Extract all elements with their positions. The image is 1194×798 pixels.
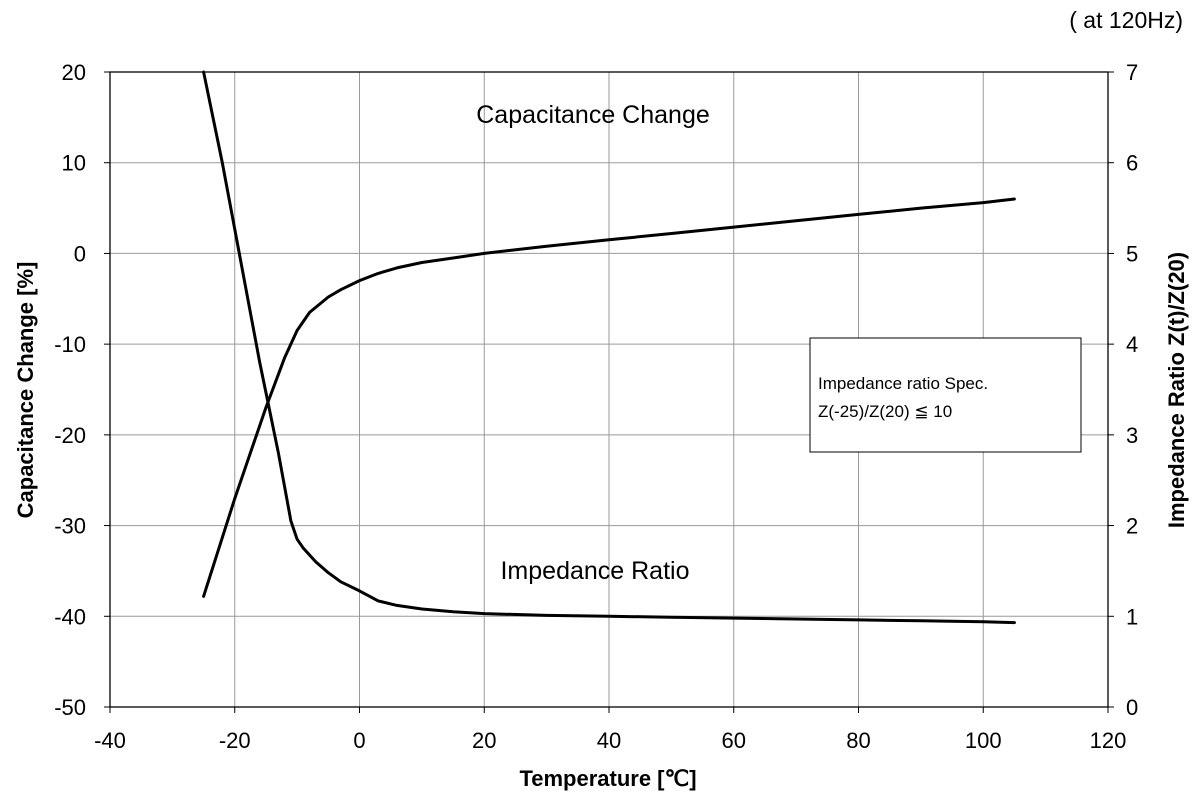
- y-left-tick-label: 0: [74, 241, 86, 266]
- y-right-tick-label: 6: [1126, 151, 1138, 176]
- y-left-tick-label: -10: [54, 332, 86, 357]
- x-tick-label: 80: [846, 728, 870, 753]
- y-right-tick-label: 1: [1126, 604, 1138, 629]
- y-left-tick-label: -20: [54, 423, 86, 448]
- y-left-tick-label: 10: [62, 151, 86, 176]
- x-tick-label: -20: [219, 728, 251, 753]
- spec-box-line-1: Impedance ratio Spec.: [818, 374, 988, 393]
- y-left-axis-title: Capacitance Change [%]: [13, 262, 38, 519]
- x-tick-label: 20: [472, 728, 496, 753]
- frequency-note: ( at 120Hz): [1069, 7, 1183, 33]
- x-tick-label: 120: [1090, 728, 1127, 753]
- x-tick-label: 100: [965, 728, 1002, 753]
- y-left-tick-label: -30: [54, 514, 86, 539]
- spec-box: Impedance ratio Spec. Z(-25)/Z(20) ≦ 10: [809, 337, 1082, 453]
- impedance-ratio-line: [202, 70, 1016, 625]
- y-left-tick-label: -40: [54, 604, 86, 629]
- y-right-tick-label: 0: [1126, 695, 1138, 720]
- x-tick-label: 40: [597, 728, 621, 753]
- capacitance-change-label: Capacitance Change: [476, 101, 710, 129]
- capacitance-change-line: [202, 197, 1016, 598]
- impedance-ratio-label: Impedance Ratio: [500, 557, 689, 585]
- x-tick-label: 0: [353, 728, 365, 753]
- spec-box-frame: [809, 337, 1082, 453]
- tick-layer: -40 -20 0 20 40 60 80 100 12020100-10-20-30-40-5…: [54, 60, 1138, 753]
- y-right-tick-label: 4: [1126, 332, 1138, 357]
- y-right-tick-label: 2: [1126, 514, 1138, 539]
- series-layer: [202, 70, 1016, 625]
- x-tick-label: 60: [722, 728, 746, 753]
- y-left-tick-label: -50: [54, 695, 86, 720]
- x-axis-title: Temperature [℃]: [519, 766, 696, 791]
- y-right-tick-label: 5: [1126, 241, 1138, 266]
- y-right-axis-title: Impedance Ratio Z(t)/Z(20): [1164, 252, 1189, 528]
- y-right-tick-label: 7: [1126, 60, 1138, 85]
- y-left-tick-label: 20: [62, 60, 86, 85]
- x-tick-label: -40: [94, 728, 126, 753]
- spec-box-line-2: Z(-25)/Z(20) ≦ 10: [818, 402, 952, 421]
- y-right-tick-label: 3: [1126, 423, 1138, 448]
